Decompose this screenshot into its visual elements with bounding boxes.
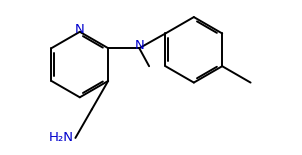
Text: H₂N: H₂N [49,131,74,144]
Text: N: N [134,39,144,52]
Text: N: N [75,23,85,36]
